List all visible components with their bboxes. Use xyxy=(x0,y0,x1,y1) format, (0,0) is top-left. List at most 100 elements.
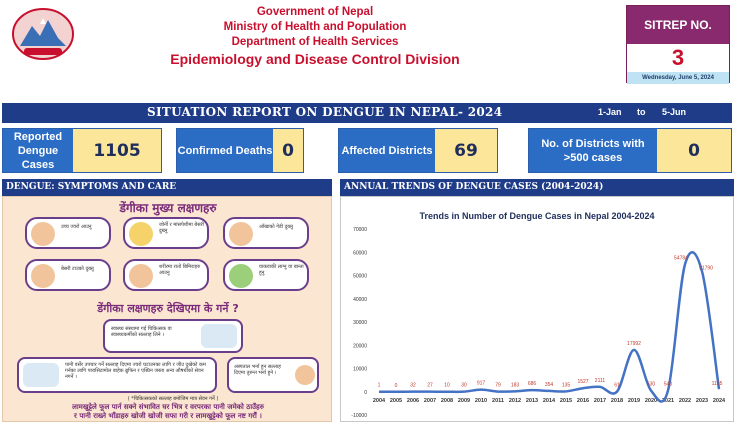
care-text: स्वास्थ्य संस्थामा गई चिकित्सक वा स्वास्… xyxy=(111,326,172,338)
symptom-card-rash: शरीरमा रातो बिमिराहरु आउनु xyxy=(123,259,209,291)
symptom-text: उच्च ज्वरो आउनु xyxy=(61,224,92,230)
data-label: 1 xyxy=(378,383,381,389)
data-label: 686 xyxy=(528,381,537,387)
x-tick-label: 2012 xyxy=(509,398,521,404)
data-label: 51790 xyxy=(699,265,713,271)
symptom-text: शरीरमा रातो बिमिराहरु आउनु xyxy=(159,264,201,276)
care-card-hospital: अस्पताल भर्ना हुन सल्लाह दिएमा तुरुन्त भ… xyxy=(227,357,319,393)
care-card-consult: स्वास्थ्य संस्थामा गई चिकित्सक वा स्वास्… xyxy=(103,319,243,353)
stat-label: Confirmed Deaths xyxy=(177,129,273,172)
date-to-word: to xyxy=(637,107,646,117)
nepal-emblem xyxy=(12,8,74,60)
x-tick-label: 2009 xyxy=(458,398,470,404)
poster-footer-line-2: र पानी राख्ने भाँडाहरु खोजी खोजी सफा गरी… xyxy=(74,412,262,420)
fever-illustration-icon xyxy=(31,222,55,246)
x-tick-label: 2013 xyxy=(526,398,538,404)
sitrep-number: 3 xyxy=(671,45,685,70)
y-tick-label: 0 xyxy=(364,390,367,396)
x-tick-label: 2016 xyxy=(577,398,589,404)
trends-section-header: ANNUAL TRENDS OF DENGUE CASES (2004-2024… xyxy=(340,179,734,196)
x-tick-label: 2011 xyxy=(492,398,504,404)
care-text: अस्पताल भर्ना हुन सल्लाह दिएमा तुरुन्त भ… xyxy=(234,364,281,376)
x-tick-label: 2020 xyxy=(645,398,657,404)
poster-heading-care: डेंगीका लक्षणहरु देखिएमा के गर्ने ? xyxy=(97,302,239,315)
doctor-illustration-icon xyxy=(201,324,237,348)
stat-districts-over-500: No. of Districts with >500 cases 0 xyxy=(528,128,732,173)
chart-title: Trends in Number of Dengue Cases in Nepa… xyxy=(419,211,654,221)
data-label: 183 xyxy=(511,382,520,388)
symptom-card-vomiting: वाकवाकी लाग्नु वा बान्ता हुनु xyxy=(223,259,309,291)
gov-line-2: Ministry of Health and Population xyxy=(223,21,407,33)
x-tick-label: 2019 xyxy=(628,398,640,404)
y-tick-label: 30000 xyxy=(353,320,367,326)
data-label: 10 xyxy=(444,383,450,389)
poster-footer-line-1: लामखुट्टेले फूल पार्न सक्ने संभावित घर भ… xyxy=(72,403,264,411)
data-label: 17992 xyxy=(627,341,641,347)
data-label: 79 xyxy=(495,383,501,389)
symptom-card-joint-pain: जोर्नी र मांसपेशीमा बेसरी दुख्नु xyxy=(123,217,209,249)
data-label: 32 xyxy=(410,383,416,389)
x-tick-label: 2018 xyxy=(611,398,623,404)
x-tick-label: 2010 xyxy=(475,398,487,404)
y-tick-label: 70000 xyxy=(353,227,367,233)
date-to: 5-Jun xyxy=(662,107,687,117)
stat-label: No. of Districts with >500 cases xyxy=(529,129,657,172)
sitrep-label: SITREP NO. xyxy=(627,6,729,44)
x-tick-label: 2023 xyxy=(696,398,708,404)
government-header: Government of Nepal Ministry of Health a… xyxy=(150,5,480,68)
x-tick-label: 2014 xyxy=(543,398,556,404)
y-tick-label: 60000 xyxy=(353,250,367,256)
x-tick-label: 2017 xyxy=(594,398,606,404)
sitrep-box: SITREP NO. 3 Wednesday, June 5, 2024 xyxy=(626,5,730,84)
nurse-illustration-icon xyxy=(295,365,315,385)
dengue-poster: डेंगीका मुख्य लक्षणहरु उच्च ज्वरो आउनु ज… xyxy=(2,196,332,422)
stat-affected-districts: Affected Districts 69 xyxy=(338,128,498,173)
data-label: 54784 xyxy=(674,255,688,261)
rash-illustration-icon xyxy=(129,264,153,288)
gov-line-4: Epidemiology and Disease Control Divisio… xyxy=(170,51,460,67)
symptom-text: जोर्नी र मांसपेशीमा बेसरी दुख्नु xyxy=(159,222,204,234)
symptom-card-headache: बेसरी टाउको दुख्नु xyxy=(25,259,111,291)
dengue-trend-chart: Trends in Number of Dengue Cases in Nepa… xyxy=(351,211,726,419)
x-tick-label: 2004 xyxy=(373,398,386,404)
symptom-card-fever: उच्च ज्वरो आउनु xyxy=(25,217,111,249)
poster-heading-symptoms: डेंगीका मुख्य लक्षणहरु xyxy=(119,201,217,215)
x-tick-label: 2015 xyxy=(560,398,572,404)
data-label: 1527 xyxy=(577,379,588,385)
vomiting-illustration-icon xyxy=(229,264,253,288)
stat-value: 0 xyxy=(657,129,731,172)
report-banner: SITUATION REPORT ON DENGUE IN NEPAL- 202… xyxy=(2,103,732,123)
y-tick-label: 40000 xyxy=(353,297,367,303)
care-text: पानी वर्सेर उपचार गर्ने सल्लाह दिएमा ज्व… xyxy=(65,362,206,380)
care-card-treatment: पानी वर्सेर उपचार गर्ने सल्लाह दिएमा ज्व… xyxy=(17,357,217,393)
stat-reported-cases: Reported Dengue Cases 1105 xyxy=(2,128,162,173)
x-tick-label: 2024 xyxy=(713,398,726,404)
y-tick-label: 20000 xyxy=(353,343,367,349)
report-title: SITUATION REPORT ON DENGUE IN NEPAL- 202… xyxy=(147,105,503,119)
eye-pain-illustration-icon xyxy=(229,222,253,246)
data-label: 530 xyxy=(647,382,656,388)
gov-line-1: Government of Nepal xyxy=(256,6,374,18)
symptom-text: वाकवाकी लाग्नु वा बान्ता हुनु xyxy=(259,264,304,276)
patient-illustration-icon xyxy=(23,363,59,387)
symptom-text: आँखाको गेडी दुख्नु xyxy=(259,224,293,230)
y-tick-label: 10000 xyxy=(353,367,367,373)
stat-value: 1105 xyxy=(73,129,161,172)
poster-note: ( *चिकित्सकको सल्लाह बमोजिम मात्र सेवन ग… xyxy=(127,396,219,402)
stat-label: Affected Districts xyxy=(339,129,435,172)
data-label: 917 xyxy=(477,381,486,387)
x-tick-label: 2022 xyxy=(679,398,691,404)
data-label: 2111 xyxy=(595,378,606,384)
data-label: 354 xyxy=(545,382,554,388)
date-from: 1-Jan xyxy=(598,107,622,117)
data-label: 135 xyxy=(562,382,571,388)
x-tick-label: 2005 xyxy=(390,398,402,404)
data-label: 1105 xyxy=(712,381,723,387)
data-label: 0 xyxy=(395,383,398,389)
x-tick-label: 2007 xyxy=(424,398,436,404)
series-line xyxy=(378,251,721,403)
y-tick-label: 50000 xyxy=(353,274,367,280)
stat-confirmed-deaths: Confirmed Deaths 0 xyxy=(176,128,304,173)
headache-illustration-icon xyxy=(31,264,55,288)
x-tick-label: 2008 xyxy=(441,398,453,404)
